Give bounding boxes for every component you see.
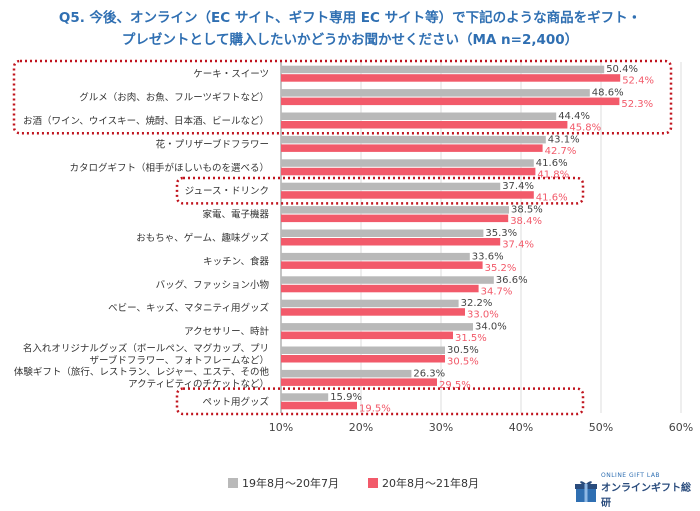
legend-item-series1: 19年8月～20年7月 [228,475,339,491]
value-label-series2: 31.5% [455,333,487,344]
highlight-box [175,176,585,205]
category-label: お酒（ワイン、ウイスキー、焼酎、日本酒、ビールなど） [23,115,269,127]
value-label-series1: 36.6% [496,275,528,286]
value-label-series1: 43.1% [548,134,580,145]
x-tick-label: 50% [589,421,613,434]
bar-series2 [281,214,509,223]
logo-small-text: ONLINE GIFT LAB [601,472,661,479]
value-label-series1: 35.3% [485,228,517,239]
category-label: 家電、電子機器 [202,209,269,221]
legend-label-series2: 20年8月～21年8月 [382,477,479,490]
bar-series2 [281,97,620,106]
value-label-series1: 33.6% [472,251,504,262]
bar-series2 [281,378,437,386]
x-tick-label: 20% [349,421,373,434]
bar-series2 [281,401,357,410]
bar-series1 [281,229,484,237]
bar-series2 [281,167,536,176]
value-label-series1: 41.6% [536,158,568,169]
category-label: ジュース・ドリンク [185,186,269,197]
value-label-series1: 38.5% [511,205,543,216]
value-label-series2: 33.0% [467,310,499,321]
category-label: キッチン、食器 [203,255,269,267]
x-tick-label: 30% [429,421,453,434]
chart-title-line1: Q5. 今後、オンライン（EC サイト、ギフト専用 EC サイト等）で下記のよう… [58,10,642,26]
x-tick-label: 60% [669,421,693,434]
bar-series1 [281,65,605,74]
category-label: ペット用グッズ [202,396,269,408]
value-label-series1: 44.4% [558,111,590,122]
legend-swatch-red [368,478,378,488]
bar-series1 [281,206,509,214]
value-label-series1: 37.4% [502,181,534,192]
bar-series1 [281,369,412,378]
bar-chart: 10% 20% 30% 40% 50% 60% ケーキ・スイーツ 50.4%52.4% グルメ（… [12,59,693,434]
value-label-series2: 19.5% [359,403,391,414]
value-label-series1: 48.6% [592,88,624,99]
gift-box-icon [575,479,597,503]
bar-series1 [281,135,546,144]
bar-series2 [281,74,621,82]
category-label: ベビー、キッズ、マタニティ用グッズ [108,302,269,314]
value-label-series1: 32.2% [461,298,493,309]
value-label-series2: 41.8% [537,169,569,180]
bar-series1 [281,159,534,167]
bar-series1 [281,323,473,331]
value-label-series2: 52.3% [621,99,653,110]
category-label: アクセサリー、時計 [184,326,269,338]
legend-label-series1: 19年8月～20年7月 [242,477,339,490]
bar-series2 [281,121,568,129]
bar-series2 [281,284,479,293]
bar-series2 [281,308,465,316]
category-label: 花・プリザーブドフラワー [156,138,269,150]
value-label-series1: 30.5% [447,345,479,356]
value-label-series2: 41.6% [536,193,568,204]
value-label-series2: 37.4% [502,240,534,251]
bar-series1 [281,276,494,284]
value-label-series1: 34.0% [475,322,507,333]
logo-big-text: オンラインギフト総研 [601,483,691,509]
category-label: 名入れオリジナルグッズ（ボールペン、マグカップ、プリザーブドフラワー、フォトフレ… [23,343,269,367]
value-label-series2: 35.2% [485,263,517,274]
value-label-series2: 38.4% [510,216,542,227]
bar-series2 [281,355,445,363]
highlight-box [12,59,673,135]
chart-title-line2: プレゼントとして購入したいかどうかお聞かせください（MA n=2,400） [121,32,579,48]
bar-series2 [281,331,453,340]
bar-series1 [281,112,557,120]
value-label-series2: 42.7% [545,146,577,157]
category-label: 体験ギフト（旅行、レストラン、レジャー、エステ、その他アクティビティのチケットな… [14,366,270,390]
bar-series1 [281,299,459,308]
bar-series2 [281,238,501,246]
value-label-series2: 45.8% [569,123,601,134]
value-label-series1: 26.3% [413,368,445,379]
bar-series2 [281,261,483,269]
value-label-series2: 52.4% [622,76,654,87]
category-label: バッグ、ファッション小物 [156,279,270,291]
category-label: おもちゃ、ゲーム、趣味グッズ [136,232,269,244]
legend-swatch-gray [228,478,238,488]
x-tick-label: 40% [509,421,533,434]
legend-item-series2: 20年8月～21年8月 [368,475,479,491]
category-label: ケーキ・スイーツ [193,69,269,80]
x-tick-label: 10% [269,421,293,434]
bar-series1 [281,89,590,97]
brand-logo: ONLINE GIFT LAB オンラインギフト総研 [575,472,700,509]
value-label-series1: 15.9% [330,392,362,403]
value-label-series2: 30.5% [447,357,479,368]
bar-series1 [281,252,470,261]
bar-series2 [281,144,543,152]
category-label: グルメ（お肉、お魚、フルーツギフトなど） [79,92,269,104]
category-label: カタログギフト（相手がほしいものを選べる） [69,162,269,174]
bar-series1 [281,182,501,191]
bar-series1 [281,393,329,401]
bar-series1 [281,346,445,354]
highlight-box [175,387,585,416]
bar-series2 [281,191,534,199]
value-label-series2: 34.7% [481,286,513,297]
value-label-series1: 50.4% [606,64,638,75]
value-label-series2: 29.5% [439,380,471,391]
